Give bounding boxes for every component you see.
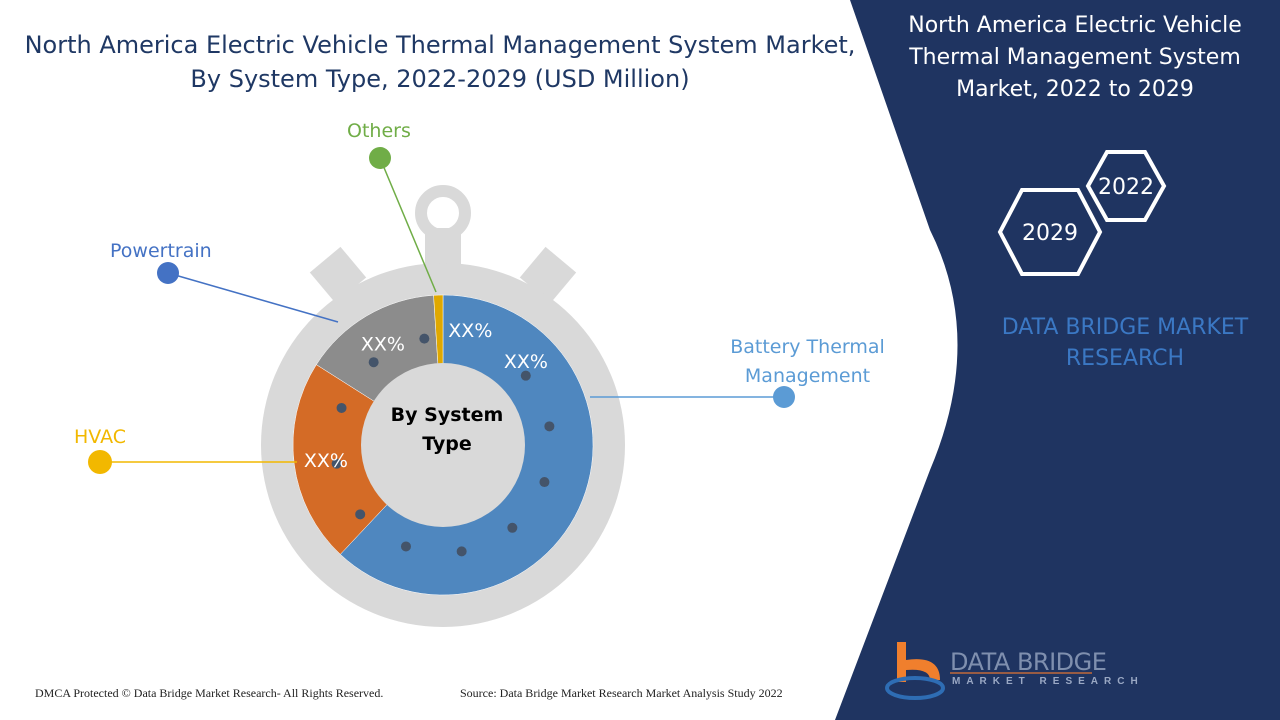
value-label: XX% [361,333,405,355]
hexagon-2029 [997,188,1103,276]
legend-label-hvac: HVAC [74,426,126,448]
dial-dot [331,458,342,469]
hexagon-2022 [1085,150,1167,222]
chart-title: North America Electric Vehicle Thermal M… [24,31,856,93]
value-label: XX% [304,450,348,472]
dial-dot [544,421,555,432]
leader-lines [100,157,784,463]
logo-icon [885,642,945,700]
dial-dot [419,333,430,344]
logo-subtitle: MARKET RESEARCH [952,676,1144,687]
year-end: 2029 [1022,221,1078,246]
legend-label-battery: Battery Thermal Management [730,336,885,387]
brand-text: DATA BRIDGE MARKET RESEARCH [1001,315,1249,371]
marker-battery [773,386,795,408]
year-start: 2022 [1098,175,1154,200]
dial-dot [507,522,518,533]
dial-dot [456,546,467,557]
center-label-line1: By System [391,404,504,426]
logo-name: DATA BRIDGE [950,648,1107,676]
right-panel [835,0,1280,720]
panel-title: North America Electric Vehicle Thermal M… [908,13,1242,102]
marker-hvac [88,450,112,474]
legend-label-powertrain: Powertrain [110,240,212,262]
donut-center [361,363,525,527]
dial-dot [355,509,366,520]
stopwatch-dots [331,333,555,557]
dial-dot [368,357,379,368]
legend-label-others: Others [347,120,411,142]
value-label: XX% [504,351,548,373]
dial-dot [520,370,531,381]
footer-copyright: DMCA Protected © Data Bridge Market Rese… [35,686,384,700]
dial-dot [336,402,347,413]
center-label-line2: Type [422,433,472,455]
marker-others [369,147,391,169]
dial-dot [539,477,550,488]
marker-powertrain [157,262,179,284]
year-hexagons [997,150,1167,276]
dial-dot [400,541,411,552]
footer-source: Source: Data Bridge Market Research Mark… [460,686,783,700]
value-label: XX% [448,320,492,342]
